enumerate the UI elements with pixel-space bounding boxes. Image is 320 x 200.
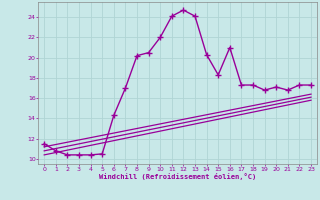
X-axis label: Windchill (Refroidissement éolien,°C): Windchill (Refroidissement éolien,°C)	[99, 173, 256, 180]
